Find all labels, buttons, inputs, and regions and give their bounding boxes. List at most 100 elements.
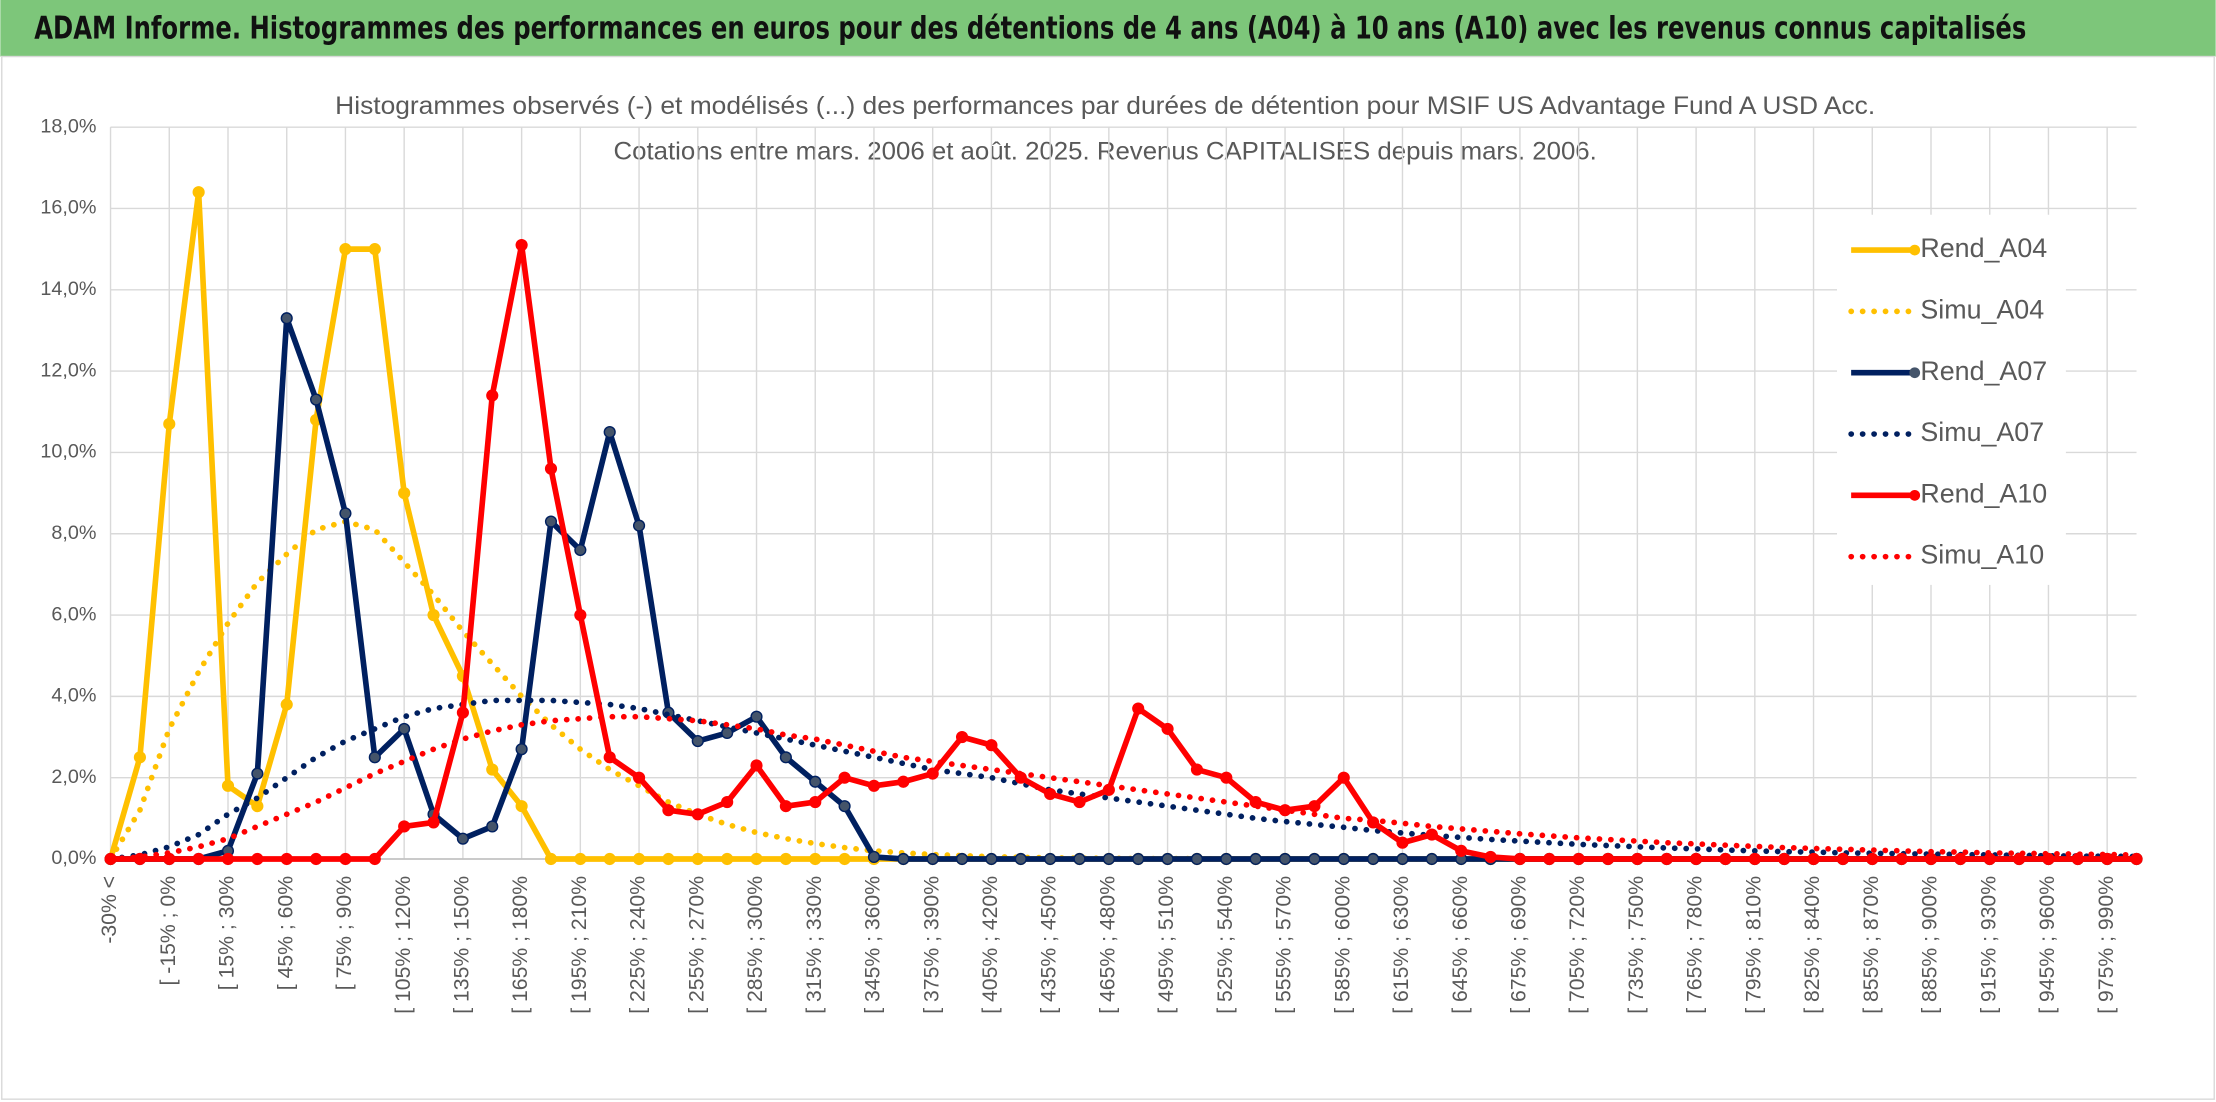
data-point — [1308, 800, 1321, 813]
data-point — [662, 852, 675, 866]
data-point — [721, 852, 734, 866]
data-point — [280, 698, 293, 711]
data-point — [339, 243, 352, 256]
x-tick-label: [ 255% ; 270% — [685, 876, 708, 1014]
data-point — [1836, 852, 1849, 866]
data-point — [632, 771, 646, 784]
legend-label: Rend_A07 — [1920, 356, 2047, 386]
data-point — [721, 726, 734, 740]
data-point — [750, 759, 763, 772]
x-tick-label: [ 585% ; 600% — [1331, 876, 1354, 1014]
data-point — [779, 852, 792, 866]
data-point — [838, 800, 851, 813]
x-tick-label: [ -15% ; 0% — [157, 876, 180, 986]
data-point — [838, 771, 851, 784]
data-point — [398, 820, 411, 833]
data-point — [1014, 852, 1027, 866]
data-point — [515, 743, 528, 756]
data-point — [310, 852, 323, 866]
data-point — [1895, 852, 1908, 866]
data-point — [515, 800, 528, 813]
data-point — [926, 767, 939, 780]
data-point — [1866, 852, 1879, 866]
x-tick-label: [ 525% ; 540% — [1214, 876, 1237, 1014]
x-tick-label: [ 705% ; 720% — [1566, 876, 1589, 1014]
x-tick-label: [ 435% ; 450% — [1038, 876, 1061, 1014]
legend-marker — [1909, 489, 1921, 501]
data-point — [1954, 852, 1967, 866]
data-point — [1102, 852, 1115, 866]
data-point — [1190, 852, 1204, 866]
data-point — [339, 852, 352, 866]
banner — [0, 0, 2216, 57]
data-point — [368, 243, 381, 256]
data-point — [779, 800, 792, 813]
data-point — [251, 767, 264, 780]
data-point — [838, 852, 851, 866]
data-point — [1484, 850, 1497, 864]
data-point — [1719, 852, 1732, 866]
x-tick-label: [ 735% ; 750% — [1625, 876, 1648, 1014]
x-tick-label: [ 855% ; 870% — [1860, 876, 1883, 1014]
data-point — [809, 775, 822, 788]
data-point — [1396, 852, 1409, 866]
data-point — [897, 852, 910, 866]
data-point — [1748, 852, 1761, 866]
data-point — [368, 751, 381, 764]
chart-subtitle: Cotations entre mars. 2006 et août. 2025… — [614, 137, 1597, 165]
x-tick-label: [ 885% ; 900% — [1919, 876, 1942, 1014]
y-tick-label: 4,0% — [51, 685, 96, 707]
x-tick-label: [ 465% ; 480% — [1096, 876, 1119, 1014]
data-point — [310, 393, 323, 406]
legend-marker — [1909, 367, 1921, 379]
data-point — [632, 519, 646, 532]
y-tick-label: 12,0% — [40, 359, 96, 381]
x-tick-label: [ 225% ; 240% — [627, 876, 650, 1014]
x-tick-label: [ 375% ; 390% — [920, 876, 943, 1014]
data-point — [398, 486, 411, 500]
legend-label: Simu_A04 — [1920, 294, 2044, 324]
data-point — [515, 238, 528, 252]
data-point — [955, 730, 969, 744]
data-point — [544, 852, 558, 866]
series-line — [107, 697, 2140, 862]
data-point — [632, 852, 646, 866]
x-tick-label: [ 825% ; 840% — [1801, 876, 1824, 1014]
data-point — [985, 739, 998, 752]
data-point — [544, 515, 558, 528]
x-tick-label: -30% < — [98, 876, 121, 944]
data-point — [691, 808, 704, 821]
data-point — [2130, 852, 2143, 866]
data-point — [691, 852, 704, 866]
x-tick-label: [ 555% ; 570% — [1273, 876, 1296, 1014]
x-tick-label: [ 165% ; 180% — [509, 876, 532, 1014]
x-tick-label: [ 795% ; 810% — [1742, 876, 1765, 1014]
data-point — [251, 800, 264, 813]
data-point — [1308, 852, 1321, 866]
x-tick-label: [ 945% ; 960% — [2036, 876, 2059, 1014]
data-point — [163, 417, 176, 431]
data-point — [779, 751, 792, 764]
legend-box — [1837, 214, 2066, 585]
x-tick-label: [ 135% ; 150% — [450, 876, 473, 1014]
chart-title: ADAM Informe. Histogrammes des performan… — [34, 11, 2026, 47]
legend: Rend_A04 Simu_A04 Rend_A07 Simu_A07 Rend_A10… — [1837, 214, 2066, 585]
data-point — [926, 852, 939, 866]
data-point — [1073, 852, 1086, 866]
data-point — [1660, 852, 1673, 866]
data-point — [1396, 836, 1409, 849]
data-point — [867, 850, 881, 864]
data-point — [192, 852, 205, 866]
data-point — [1455, 844, 1468, 857]
data-point — [1278, 852, 1292, 866]
data-point — [1220, 771, 1233, 784]
data-point — [1337, 771, 1350, 784]
data-point — [486, 820, 499, 833]
x-tick-label: [ 105% ; 120% — [392, 876, 415, 1014]
data-point — [339, 507, 352, 520]
x-tick-label: [ 645% ; 660% — [1449, 876, 1472, 1014]
data-point — [456, 832, 469, 845]
x-tick-label: [ 765% ; 780% — [1684, 876, 1707, 1014]
data-point — [955, 852, 969, 866]
